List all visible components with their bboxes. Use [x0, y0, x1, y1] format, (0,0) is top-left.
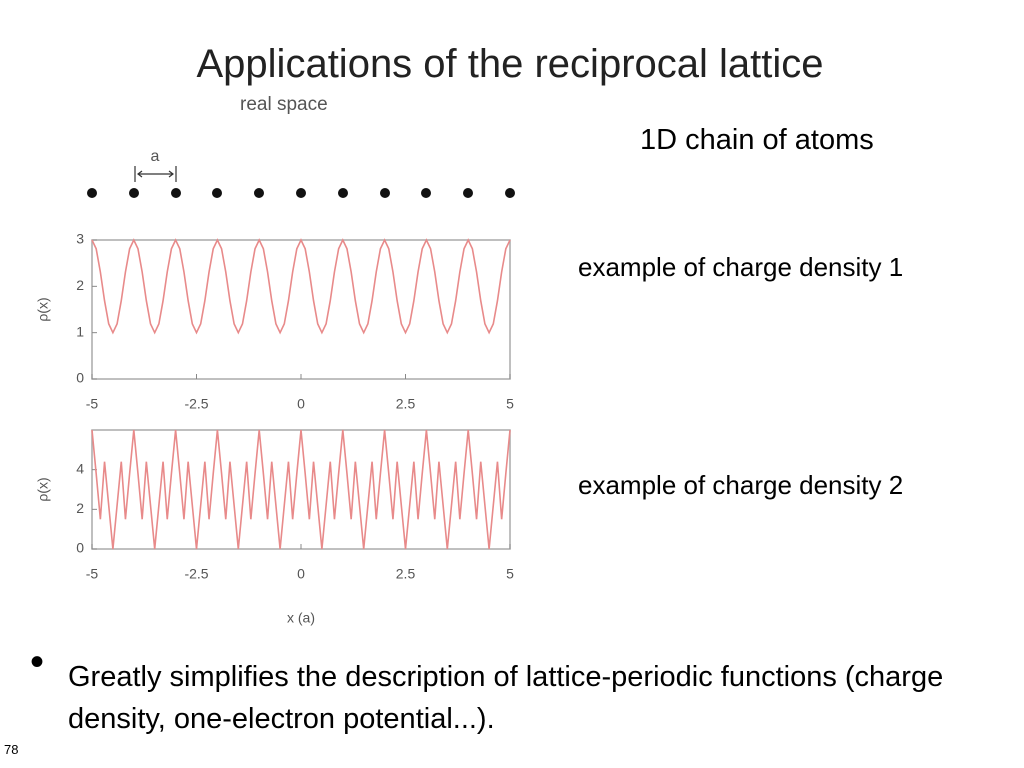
y-tick-label: 2: [76, 277, 84, 293]
atom: [87, 188, 97, 198]
x-tick-label: -5: [86, 396, 99, 412]
atom: [463, 188, 473, 198]
atom: [380, 188, 390, 198]
x-tick-label: 5: [506, 566, 514, 582]
density-label: example of charge density 2: [578, 470, 904, 500]
atom: [338, 188, 348, 198]
y-tick-label: 0: [76, 370, 84, 386]
atom: [171, 188, 181, 198]
page-number: 78: [4, 742, 19, 757]
x-tick-label: 2.5: [396, 396, 416, 412]
x-tick-label: 2.5: [396, 566, 416, 582]
x-tick-label: -2.5: [184, 396, 208, 412]
atom: [212, 188, 222, 198]
y-tick-label: 0: [76, 540, 84, 556]
atom: [296, 188, 306, 198]
density-curve: [91, 429, 511, 550]
x-tick-label: -5: [86, 566, 99, 582]
y-tick-label: 3: [76, 231, 84, 247]
density-label: example of charge density 1: [578, 252, 904, 282]
bullet-dot: •: [30, 640, 45, 684]
y-tick-label: 4: [76, 460, 84, 476]
x-tick-label: 5: [506, 396, 514, 412]
atom: [421, 188, 431, 198]
y-tick-label: 1: [76, 323, 84, 339]
subtitle: real space: [240, 94, 328, 115]
slide-title: Applications of the reciprocal lattice: [196, 42, 824, 86]
atom-chain: [87, 188, 515, 198]
x-axis-label: x (a): [287, 610, 315, 626]
x-tick-label: 0: [297, 396, 305, 412]
x-tick-label: -2.5: [184, 566, 208, 582]
spacing-arrow: [134, 166, 177, 182]
atom: [129, 188, 139, 198]
y-axis-label: ρ(x): [35, 477, 51, 501]
y-axis-label: ρ(x): [35, 297, 51, 321]
plot-frame: [91, 239, 511, 380]
x-tick-label: 0: [297, 566, 305, 582]
y-tick-label: 2: [76, 500, 84, 516]
chain-label: 1D chain of atoms: [640, 124, 874, 156]
atom: [254, 188, 264, 198]
plot-frame: [91, 429, 511, 550]
atom: [505, 188, 515, 198]
spacing-label: a: [151, 148, 160, 165]
bullet-text: Greatly simplifies the description of la…: [68, 661, 944, 735]
density-curve: [91, 238, 511, 335]
